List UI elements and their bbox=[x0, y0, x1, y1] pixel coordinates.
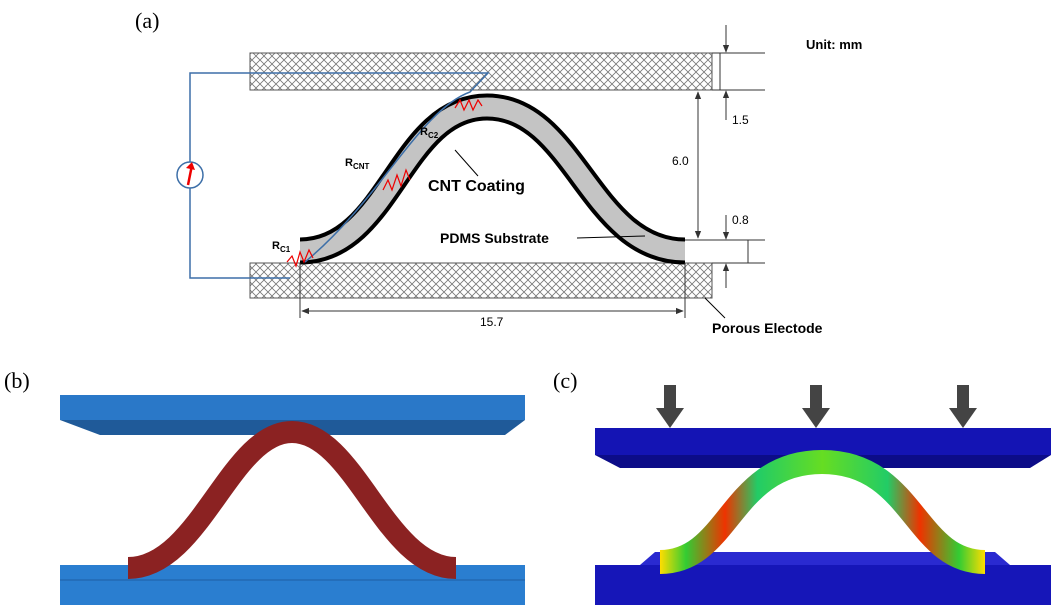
bottom-electrode bbox=[250, 263, 712, 298]
stress-model bbox=[660, 462, 985, 562]
callout: Porous Electode bbox=[712, 320, 823, 336]
top-electrode bbox=[250, 53, 712, 90]
leader-line bbox=[705, 298, 725, 318]
dimension-label: 6.0 bbox=[672, 154, 689, 168]
load-arrows bbox=[656, 385, 977, 428]
figure: (a) Unit: mm RC2 RCNT RC1 CNT Coating PD… bbox=[0, 0, 1051, 608]
substrate-model bbox=[128, 432, 456, 568]
panel-label: (c) bbox=[553, 368, 577, 393]
callout: PDMS Substrate bbox=[440, 230, 549, 246]
resistor-label: RCNT bbox=[345, 157, 370, 171]
dimension-label: 0.8 bbox=[732, 213, 749, 227]
resistor-label: RC1 bbox=[272, 240, 291, 254]
dimension-label: 15.7 bbox=[480, 315, 504, 329]
unit-label: Unit: mm bbox=[806, 37, 862, 52]
dimension-label: 1.5 bbox=[732, 113, 749, 127]
leader-line bbox=[455, 150, 478, 176]
top-plate bbox=[60, 395, 525, 420]
panel-label: (b) bbox=[4, 368, 30, 393]
callout: CNT Coating bbox=[428, 178, 525, 195]
panel-label: (a) bbox=[135, 8, 159, 33]
